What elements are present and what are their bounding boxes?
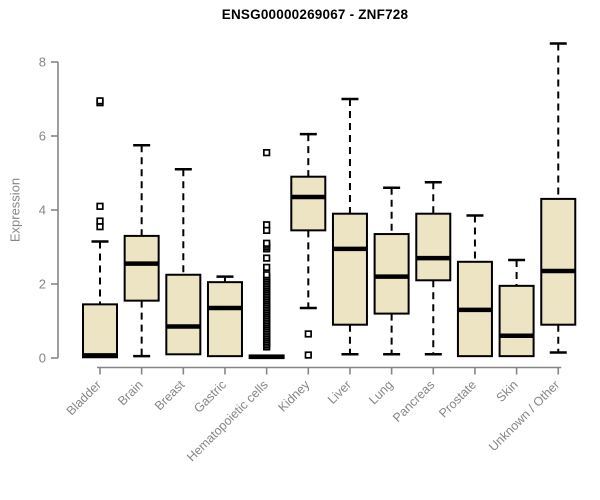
outlier-point-bladder xyxy=(96,217,104,225)
box-kidney xyxy=(290,175,327,232)
x-tick-label-bladder: Bladder xyxy=(64,378,104,418)
box-skin xyxy=(498,284,535,358)
outlier-point-hematopoietic-cells xyxy=(262,271,271,279)
outlier-point-hematopoietic-cells xyxy=(262,239,271,247)
x-tick-label-skin: Skin xyxy=(494,378,521,405)
outlier-point-hematopoietic-cells xyxy=(262,149,271,157)
box-liver xyxy=(331,212,368,326)
outlier-point-kidney xyxy=(304,351,312,359)
x-tick-label-kidney: Kidney xyxy=(275,377,312,414)
box-pancreas xyxy=(415,212,452,282)
x-tick-label-lung: Lung xyxy=(366,378,396,408)
y-tick-label: 4 xyxy=(39,203,46,218)
x-tick-label-unknown-other: Unknown / Other xyxy=(486,378,562,454)
x-tick-label-liver: Liver xyxy=(325,378,354,407)
x-tick-label-brain: Brain xyxy=(115,378,146,409)
box-unknown-other xyxy=(540,197,577,326)
y-tick-label: 8 xyxy=(39,55,46,70)
box-bladder xyxy=(82,303,118,359)
x-tick-label-hematopoietic-cells: Hematopoietic cells xyxy=(184,378,271,465)
box-gastric xyxy=(206,281,243,358)
outlier-point-hematopoietic-cells xyxy=(262,263,271,271)
chart-title: ENSG00000269067 - ZNF728 xyxy=(221,7,409,22)
y-tick-label: 6 xyxy=(39,129,46,144)
x-tick-label-pancreas: Pancreas xyxy=(390,378,437,425)
outlier-point-hematopoietic-cells xyxy=(262,221,271,229)
x-tick-label-breast: Breast xyxy=(152,377,188,413)
y-tick-label: 0 xyxy=(39,351,46,366)
y-tick-label: 2 xyxy=(39,277,46,292)
outlier-point-hematopoietic-cells xyxy=(262,254,271,262)
box-brain xyxy=(123,234,160,302)
box-breast xyxy=(165,273,202,356)
x-tick-label-prostate: Prostate xyxy=(436,378,479,421)
outlier-point-kidney xyxy=(304,330,312,338)
outlier-point-bladder xyxy=(96,97,104,105)
box-lung xyxy=(373,233,410,315)
outlier-point-bladder xyxy=(96,202,104,210)
x-tick-label-gastric: Gastric xyxy=(191,378,229,416)
